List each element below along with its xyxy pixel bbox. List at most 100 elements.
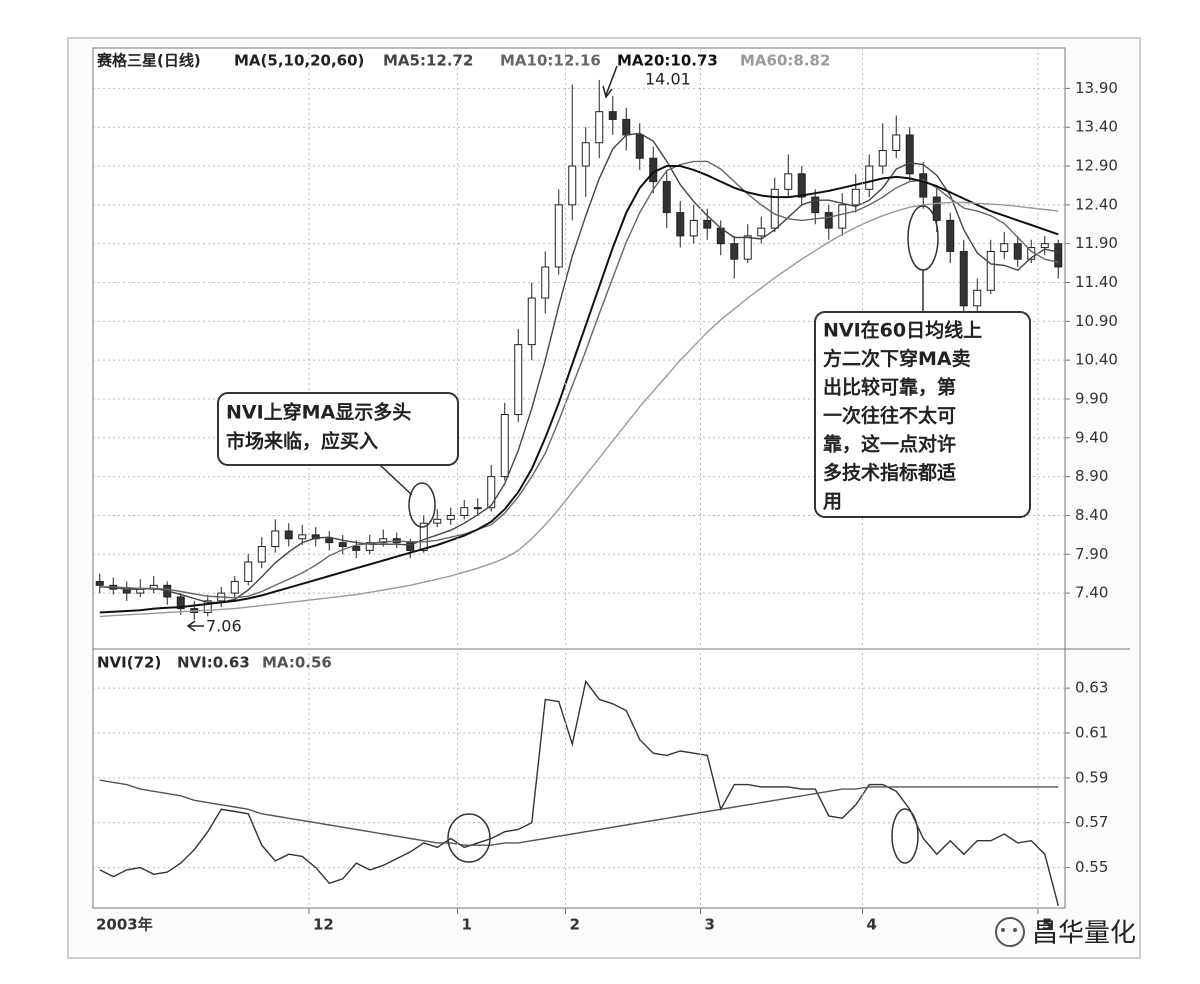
candle-body [649, 157, 658, 183]
candle-body [1000, 243, 1009, 252]
candle-body [379, 538, 388, 544]
y-tick-label: 8.40 [1075, 506, 1108, 524]
series-line [99, 201, 1059, 618]
callout-text: 多技术指标都适 [823, 461, 956, 484]
candle-body [230, 580, 239, 594]
candle-body [770, 188, 779, 229]
candle-body [851, 188, 860, 206]
y-tick-label: 9.40 [1075, 428, 1108, 446]
callout-text: 出比较可靠，第 [823, 376, 956, 399]
candle-body [352, 546, 361, 551]
candle-body [919, 173, 928, 198]
x-tick-label: 2 [570, 916, 580, 934]
series-line [99, 779, 1059, 846]
candle-body [986, 250, 995, 291]
candle-body [824, 212, 833, 229]
highlight-ellipse [408, 482, 436, 528]
x-tick-label: 2003年 [96, 916, 153, 934]
y-tick-label: 13.40 [1075, 118, 1118, 136]
candle-body [527, 297, 536, 346]
candle-body [446, 514, 455, 520]
legend-entry: MA5:12.72 [383, 52, 473, 70]
callout-box [217, 392, 459, 466]
y-tick-label: 7.90 [1075, 545, 1108, 563]
high-label: 14.01 [645, 70, 691, 89]
candle-body [973, 289, 982, 307]
candle-body [581, 142, 590, 167]
candle-body [622, 118, 631, 136]
candle-body [662, 181, 671, 214]
candle-body [325, 538, 334, 544]
high-arrow [605, 65, 618, 96]
legend-entry: MA60:8.82 [740, 52, 830, 70]
candle-body [730, 243, 739, 260]
candle-body [244, 561, 253, 582]
y-tick-label: 8.90 [1075, 467, 1108, 485]
candle-body [743, 235, 752, 260]
candle-body [689, 219, 698, 237]
chart-layer: 7.40 7.90 8.40 8.90 9.40 9.90 10.40 10.90 11.40 1… [93, 48, 1118, 934]
callout-text: NVI在60日均线上 [823, 319, 982, 342]
high-arrow-head [602, 85, 613, 99]
x-tick-label: 1 [462, 916, 472, 934]
legend-entry: MA20:10.73 [617, 52, 718, 70]
callout-text: 市场来临，应买入 [226, 430, 378, 453]
watermark-icon [1001, 928, 1005, 932]
candle-body [473, 507, 482, 510]
candle-body [676, 212, 685, 237]
series-line [99, 132, 1059, 604]
candle-body [838, 204, 847, 229]
candle-body [271, 530, 280, 548]
chart-subtitle: MA(5,10,20,60) [234, 52, 364, 70]
candle-body [1054, 243, 1063, 268]
legend-entry: MA:0.56 [262, 654, 332, 672]
candle-body [541, 266, 550, 299]
highlight-ellipse [891, 808, 919, 864]
y-tick-label: 0.59 [1075, 768, 1108, 786]
candle-body [1040, 243, 1049, 249]
y-tick-label: 11.90 [1075, 234, 1118, 252]
legend-entry: NVI:0.63 [177, 654, 250, 672]
candle-body [892, 134, 901, 151]
candle-body [149, 584, 158, 590]
candle-body [487, 476, 496, 509]
candle-body [703, 219, 712, 229]
candle-body [284, 530, 293, 540]
x-tick-label: 12 [313, 916, 334, 934]
y-tick-label: 9.90 [1075, 389, 1108, 407]
low-label: 7.06 [206, 617, 242, 636]
watermark-icon [1013, 928, 1017, 932]
candle-body [554, 204, 563, 268]
candle-body [460, 507, 469, 516]
x-tick-label: 3 [705, 916, 715, 934]
highlight-ellipse [447, 813, 491, 863]
candle-body [635, 134, 644, 159]
candle-body [608, 111, 617, 120]
candle-body [757, 227, 766, 237]
candle-body [176, 596, 185, 610]
y-tick-label: 0.61 [1075, 724, 1108, 742]
callout-text-group: NVI在60日均线上方二次下穿MA卖出比较可靠，第一次往往不太可靠，这一点对许多… [823, 319, 982, 513]
y-tick-label: 10.40 [1075, 351, 1118, 369]
y-tick-label: 0.57 [1075, 813, 1108, 831]
y-tick-label: 7.40 [1075, 584, 1108, 602]
watermark-icon [995, 917, 1025, 947]
watermark: 昌华量化 [1032, 919, 1136, 949]
candle-body [865, 165, 874, 190]
y-tick-label: 11.40 [1075, 273, 1118, 291]
candle-body [959, 250, 968, 307]
indicator-title: NVI(72) [97, 654, 161, 672]
candle-body [95, 580, 104, 586]
candle-body [1013, 243, 1022, 260]
candle-body [568, 165, 577, 206]
series-line [99, 679, 1059, 906]
legend-entry: MA10:12.16 [500, 52, 601, 70]
x-tick-label: 4 [867, 916, 877, 934]
y-tick-label: 12.90 [1075, 157, 1118, 175]
callout-pointer [379, 464, 413, 496]
callout-text: 一次往往不太可 [823, 404, 956, 427]
callout-text: 靠，这一点对许 [823, 433, 956, 456]
callout-text: 方二次下穿MA卖 [823, 347, 971, 370]
candle-body [406, 542, 415, 551]
